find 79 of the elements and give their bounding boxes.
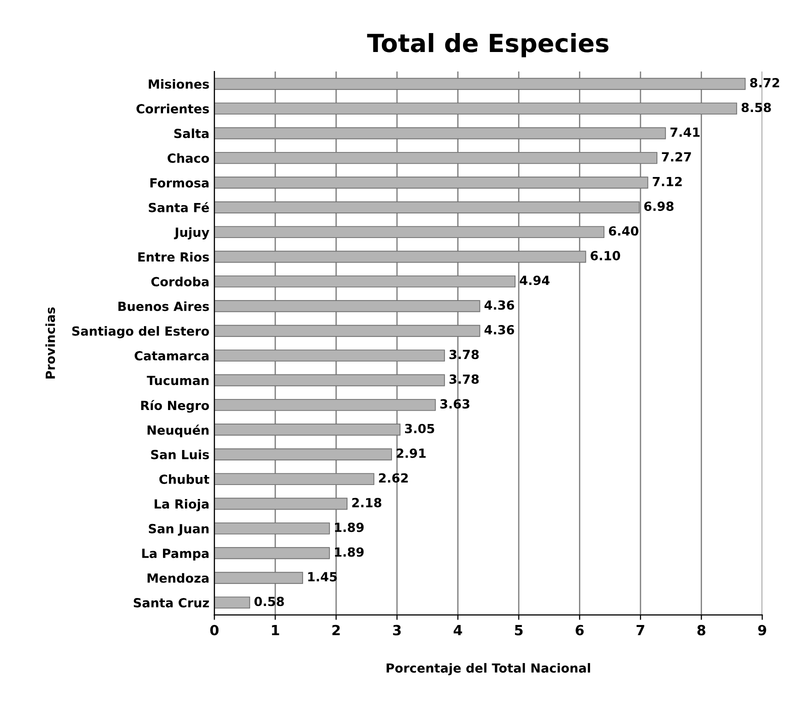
bar: [214, 424, 400, 436]
y-tick-label: Buenos Aires: [118, 301, 209, 312]
data-label: 7.41: [670, 128, 700, 137]
y-tick-label: Río Negro: [141, 400, 209, 413]
data-label: 6.10: [590, 250, 620, 260]
data-label: 6.40: [608, 226, 638, 236]
bar: [214, 522, 330, 534]
y-tick-label: Santa Fé: [148, 202, 209, 212]
bar: [214, 547, 330, 560]
bar: [214, 324, 480, 337]
bar: [214, 350, 445, 362]
bar: [214, 300, 480, 312]
data-label: 1.89: [335, 547, 364, 557]
y-tick-label: Neuquén: [148, 424, 209, 438]
data-label: 7.27: [662, 152, 691, 162]
bar: [214, 226, 604, 238]
chart-title: Total de Especies: [367, 33, 608, 58]
x-axis-title: Porcentaje del Total Nacional: [386, 663, 590, 676]
x-tick-label: 3: [393, 624, 401, 636]
bar: [214, 498, 348, 510]
y-tick-label: San Juan: [148, 524, 209, 536]
data-label: 0.58: [254, 596, 284, 606]
data-label: 4.36: [484, 300, 514, 310]
y-tick-label: San Luis: [151, 450, 209, 460]
y-axis-title: Provincias: [45, 307, 56, 378]
x-tick-label: 0: [210, 624, 219, 636]
y-tick-label: Salta: [174, 128, 209, 138]
y-tick-label: Formosa: [150, 178, 209, 188]
bar: [214, 250, 586, 263]
x-tick-label: 9: [758, 624, 766, 636]
x-tick-label: 7: [636, 625, 644, 636]
bar: [214, 448, 392, 460]
bar: [214, 78, 746, 90]
x-tick-label: 4: [454, 625, 462, 636]
bar: [214, 596, 250, 609]
bar: [214, 176, 648, 189]
x-tick-label: 6: [576, 624, 584, 636]
y-tick-label: Chubut: [159, 474, 210, 484]
x-tick-label: 8: [697, 624, 706, 636]
y-tick-label: Santa Cruz: [134, 598, 209, 608]
data-label: 3.78: [449, 374, 479, 384]
y-tick-label: Chaco: [168, 153, 209, 163]
bar: [214, 127, 666, 140]
data-label: 3.05: [405, 424, 434, 434]
bar: [214, 102, 738, 115]
bar: [214, 572, 304, 584]
y-tick-label: Tucuman: [146, 376, 209, 386]
y-tick-label: Jujuy: [174, 227, 210, 240]
y-tick-label: La Rioja: [154, 499, 209, 512]
bar: [214, 398, 436, 411]
x-tick-label: 1: [272, 625, 280, 636]
data-label: 2.18: [352, 498, 382, 508]
data-label: 4.94: [520, 276, 550, 286]
data-label: 3.78: [449, 350, 479, 360]
y-tick-label: Cordoba: [151, 276, 209, 286]
bar: [214, 152, 658, 164]
y-tick-label: La Pampa: [142, 548, 209, 560]
y-tick-label: Entre Rios: [138, 252, 209, 262]
x-tick-label: 5: [514, 625, 523, 636]
data-label: 7.12: [652, 176, 682, 186]
y-tick-label: Santiago del Estero: [72, 326, 209, 338]
data-label: 8.72: [750, 78, 780, 88]
data-label: 1.89: [335, 522, 364, 532]
data-label: 2.62: [379, 473, 408, 483]
x-tick-label: 2: [332, 624, 340, 636]
bar: [214, 473, 374, 486]
data-label: 2.91: [396, 448, 426, 458]
y-tick-label: Corrientes: [136, 104, 209, 114]
data-label: 6.98: [644, 202, 674, 211]
data-label: 4.36: [484, 325, 514, 334]
data-label: 1.45: [308, 572, 337, 582]
data-label: 3.63: [440, 399, 470, 409]
bar: [214, 374, 445, 386]
y-tick-label: Misiones: [148, 79, 209, 89]
bar: [214, 275, 516, 288]
y-tick-label: Catamarca: [134, 351, 209, 360]
y-tick-label: Mendoza: [148, 573, 209, 583]
data-label: 8.58: [742, 102, 771, 112]
bar: [214, 201, 640, 214]
